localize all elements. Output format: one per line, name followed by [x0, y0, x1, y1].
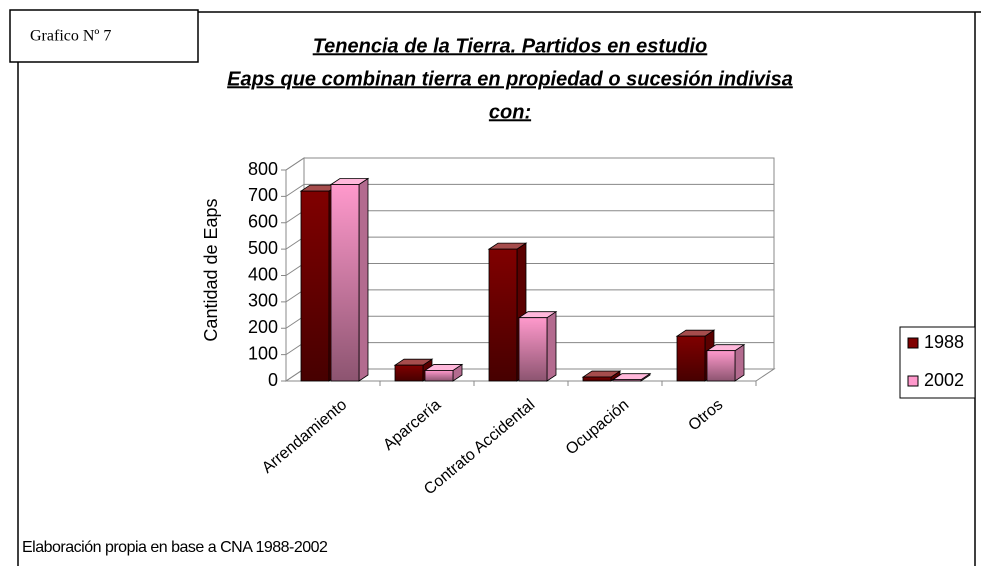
bar-shade [331, 184, 359, 381]
bar-side [358, 177, 369, 382]
x-tick-label: Aparcería [380, 396, 444, 454]
bar-shade [395, 365, 423, 381]
chart-title: con: [489, 101, 531, 123]
y-tick-label: 800 [248, 159, 278, 179]
bar-side [546, 310, 557, 382]
y-tick-label: 700 [248, 185, 278, 205]
y-tick-label: 500 [248, 238, 278, 258]
x-tick-label: Arrendamiento [259, 396, 350, 477]
y-tick-label: 300 [248, 291, 278, 311]
bar-shade [677, 336, 705, 381]
label-box [9, 9, 199, 63]
footnote: Elaboración propia en base a CNA 1988-20… [22, 539, 328, 556]
y-axis-label: Cantidad de Eaps [201, 198, 221, 341]
y-tick-label: 200 [248, 317, 278, 337]
bar-shade [613, 379, 641, 381]
bar-shade [425, 370, 453, 381]
y-tick-label: 0 [268, 370, 278, 390]
legend-swatch [907, 337, 919, 349]
y-tick-label: 100 [248, 343, 278, 363]
grid-line [285, 157, 774, 171]
y-tick-label: 600 [248, 212, 278, 232]
legend-label: 1988 [924, 332, 964, 352]
bar-shade [301, 191, 329, 381]
legend-label: 2002 [924, 370, 964, 390]
legend-swatch [907, 375, 919, 387]
chart-title: Eaps que combinan tierra en propiedad o … [227, 68, 793, 90]
grid-line [285, 183, 774, 197]
bar-shade [489, 249, 517, 381]
x-tick-label: Otros [685, 396, 726, 434]
chart-title: Tenencia de la Tierra. Partidos en estud… [313, 35, 708, 57]
x-tick-label: Ocupación [563, 396, 633, 458]
bar-shade [707, 350, 735, 381]
bar-shade [519, 317, 547, 381]
bar-shade [583, 377, 611, 381]
y-tick-label: 400 [248, 264, 278, 284]
figure-label: Grafico Nº 7 [30, 28, 111, 45]
